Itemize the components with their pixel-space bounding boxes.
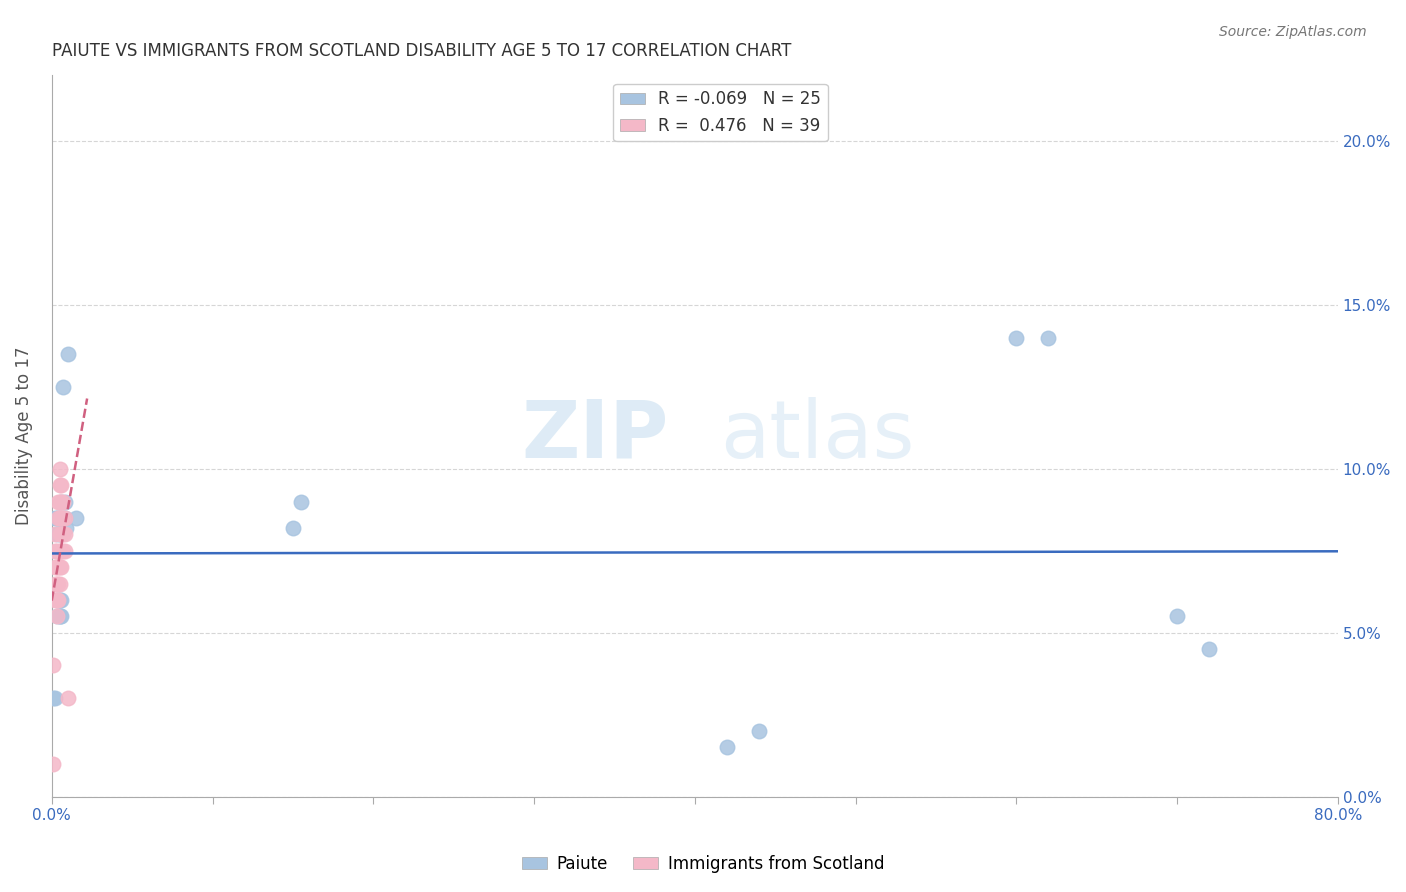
- Point: [46, 494, 69, 508]
- Point: [42, 691, 65, 706]
- Point: [45, 527, 67, 541]
- Point: [53, 511, 76, 525]
- Text: PAIUTE VS IMMIGRANTS FROM SCOTLAND DISABILITY AGE 5 TO 17 CORRELATION CHART: PAIUTE VS IMMIGRANTS FROM SCOTLAND DISAB…: [52, 42, 792, 60]
- Point: [44, 543, 66, 558]
- Point: [53, 494, 76, 508]
- Point: [56, 691, 79, 706]
- Point: [45, 543, 67, 558]
- Point: [44, 691, 66, 706]
- Point: [46, 593, 69, 607]
- Text: atlas: atlas: [720, 397, 915, 475]
- Point: [1166, 609, 1188, 624]
- Point: [44, 576, 66, 591]
- Point: [45, 609, 67, 624]
- Point: [46, 511, 69, 525]
- Text: Source: ZipAtlas.com: Source: ZipAtlas.com: [1219, 25, 1367, 39]
- Point: [45, 609, 67, 624]
- Point: [281, 521, 304, 535]
- Point: [52, 494, 75, 508]
- Point: [53, 511, 76, 525]
- Point: [52, 380, 75, 394]
- Point: [49, 494, 72, 508]
- Point: [46, 576, 69, 591]
- Point: [51, 609, 73, 624]
- Point: [51, 494, 73, 508]
- Point: [49, 576, 72, 591]
- Point: [45, 560, 67, 574]
- Point: [290, 494, 312, 508]
- Point: [1005, 330, 1028, 344]
- Point: [49, 609, 72, 624]
- Point: [51, 593, 73, 607]
- Point: [53, 527, 76, 541]
- Point: [51, 478, 73, 492]
- Point: [46, 560, 69, 574]
- Point: [49, 560, 72, 574]
- Point: [44, 527, 66, 541]
- Point: [49, 527, 72, 541]
- Point: [52, 511, 75, 525]
- Point: [49, 511, 72, 525]
- Point: [748, 724, 770, 739]
- Point: [49, 527, 72, 541]
- Point: [44, 560, 66, 574]
- Point: [45, 511, 67, 525]
- Point: [49, 543, 72, 558]
- Point: [42, 756, 65, 771]
- Legend: Paiute, Immigrants from Scotland: Paiute, Immigrants from Scotland: [515, 848, 891, 880]
- Point: [65, 511, 87, 525]
- Text: ZIP: ZIP: [522, 397, 669, 475]
- Point: [51, 560, 73, 574]
- Point: [49, 593, 72, 607]
- Legend: R = -0.069   N = 25, R =  0.476   N = 39: R = -0.069 N = 25, R = 0.476 N = 39: [613, 84, 828, 141]
- Point: [56, 347, 79, 361]
- Point: [46, 593, 69, 607]
- Point: [49, 478, 72, 492]
- Point: [1198, 642, 1220, 657]
- Point: [51, 494, 73, 508]
- Point: [49, 461, 72, 475]
- Point: [45, 576, 67, 591]
- Point: [49, 609, 72, 624]
- Point: [52, 527, 75, 541]
- Point: [44, 593, 66, 607]
- Point: [51, 543, 73, 558]
- Point: [44, 511, 66, 525]
- Point: [716, 740, 738, 755]
- Point: [51, 511, 73, 525]
- Point: [52, 543, 75, 558]
- Point: [42, 658, 65, 673]
- Point: [45, 593, 67, 607]
- Point: [46, 511, 69, 525]
- Point: [51, 527, 73, 541]
- Y-axis label: Disability Age 5 to 17: Disability Age 5 to 17: [15, 347, 32, 525]
- Point: [53, 543, 76, 558]
- Point: [55, 521, 77, 535]
- Point: [1038, 330, 1060, 344]
